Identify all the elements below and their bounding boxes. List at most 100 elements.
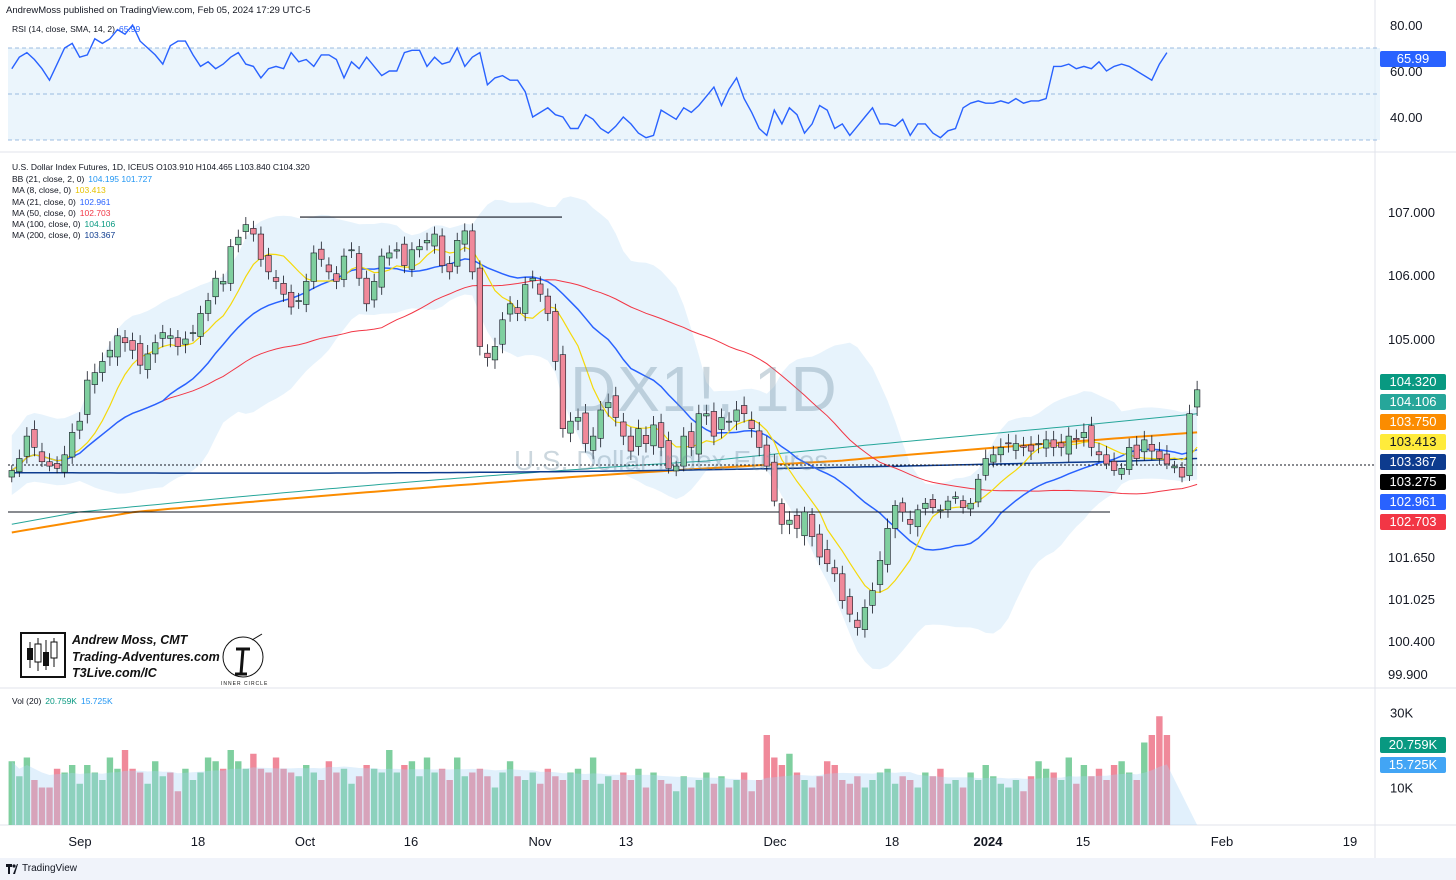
candle-body [242,224,249,232]
volume-bar [446,780,453,825]
candle-body [61,454,68,473]
volume-bar [106,757,114,825]
volume-bar [469,772,476,825]
candle-body [31,429,38,448]
price-tag: 103.413 [1380,434,1446,450]
volume-bar [287,772,295,825]
candle-body [620,421,627,437]
volume-bar [1141,742,1148,825]
chart-canvas[interactable]: 80.00 60.00 40.00 107.000 106.000 105.000 101.… [0,0,1456,858]
price-tick-label: 99.900 [1388,667,1428,682]
candle-body [295,300,302,302]
volume-bar [650,772,657,825]
volume-bar [38,787,46,825]
volume-bar [786,753,793,825]
candle-body [1171,465,1178,469]
candle-body [725,420,733,423]
volume-bar [982,765,989,825]
volume-bar [416,776,423,825]
candle-body [831,567,838,575]
volume-bar [408,761,416,825]
candle-body [227,246,234,284]
candle-body [914,509,921,528]
candle-body [257,233,265,260]
candle-body [514,307,521,314]
candle-body [1020,445,1027,448]
volume-bar [997,783,1005,825]
volume-bar [91,772,99,825]
volume-bar [725,787,733,825]
name-watermark: U.S. Dollar Index Futures [514,445,829,476]
volume-bar [710,783,718,825]
candle-body [1194,389,1201,408]
price-tick-label: 106.000 [1388,268,1435,283]
price-tick-label: 107.000 [1388,205,1435,220]
candle-body [665,440,672,469]
candle-body [53,463,61,469]
volume-ma-legend-value: 15.725K [80,696,113,706]
volume-tag: 15.725K [1380,757,1446,773]
volume-bar [46,787,53,825]
volume-bar [899,776,906,825]
candle-body [499,319,506,345]
volume-bar [756,780,763,825]
candle-body [23,435,30,457]
volume-bar [348,783,355,825]
volume-bar [597,783,604,825]
x-axis-label: Dec [763,834,787,849]
candle-body [635,428,642,447]
candle-body [408,249,416,270]
volume-bar [423,757,431,825]
publish-header: AndrewMoss published on TradingView.com,… [6,5,311,16]
candle-body [76,420,83,431]
candle-body [476,267,483,347]
candle-body [892,505,899,529]
candle-body [808,514,816,537]
candle-body [371,281,378,301]
volume-bar [582,780,589,825]
volume-legend-label: Vol (20) [12,696,42,706]
bb-legend-label: BB (21, close, 2, 0) [12,174,85,184]
x-axis-label: Nov [528,834,552,849]
candle-body [106,349,114,358]
ma200-legend: MA (200, close, 0) 103.367 [12,230,115,240]
volume-bar [393,772,401,825]
candle-body [99,361,106,373]
volume-bar [559,780,567,825]
volume-bar [491,787,499,825]
candle-body [1088,425,1095,448]
volume-bar [922,772,929,825]
ma50-legend-value: 102.703 [79,208,111,218]
volume-bar [325,761,333,825]
volume-bar [136,772,144,825]
candle-body [446,263,453,273]
volume-tick-label: 10K [1390,781,1413,796]
candle-body [235,236,242,246]
candle-body [280,283,287,295]
volume-bar [544,768,552,825]
volume-bar [552,776,559,825]
candle-body [340,255,348,280]
x-axis-label: Oct [295,834,316,849]
volume-bar [929,776,937,825]
candle-body [167,335,174,339]
volume-bar [16,776,23,825]
price-tick-label: 101.650 [1388,550,1435,565]
volume-bar [907,780,914,825]
volume-ma-area [11,761,1198,825]
volume-bar [499,772,506,825]
candle-body [627,435,634,452]
bollinger-band-fill [11,196,1198,670]
volume-bar [182,768,189,825]
candle-body [559,354,567,429]
candle-body [144,353,151,370]
candle-body [1027,444,1035,452]
volume-bar [657,780,665,825]
candle-body [288,291,295,308]
volume-bar [763,735,770,825]
ma8-line [11,246,1198,593]
volume-bar [680,776,687,825]
volume-bar [635,768,642,825]
candle-body [756,430,763,448]
volume-bar [159,776,166,825]
